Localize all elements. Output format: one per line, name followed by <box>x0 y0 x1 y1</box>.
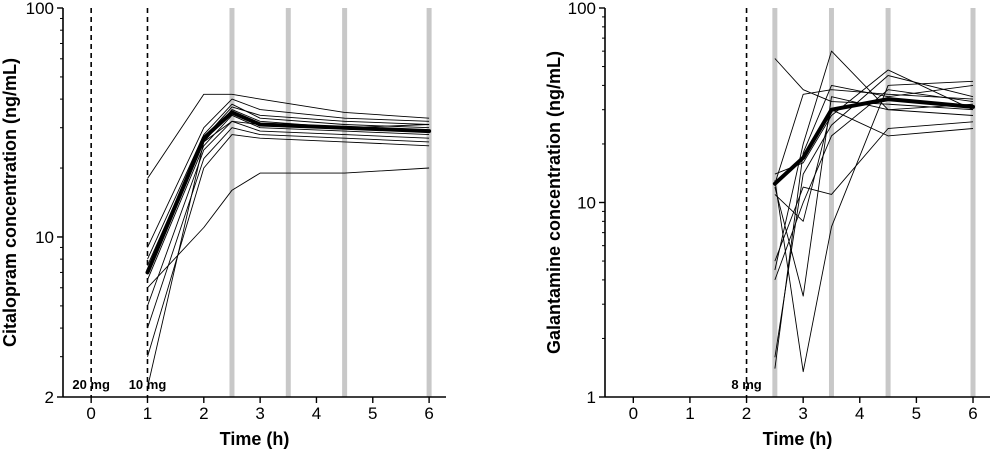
y-axis-title: Galantamine concentration (ng/mL) <box>544 51 564 354</box>
individual-series-line <box>774 75 974 358</box>
individual-series-line <box>774 84 974 369</box>
x-axis-title: Time (h) <box>220 429 290 449</box>
individual-series-line <box>774 50 974 271</box>
x-tick-label: 0 <box>629 404 638 423</box>
individual-series-line <box>774 89 974 281</box>
x-axis-title: Time (h) <box>763 429 833 449</box>
mean-series-line <box>145 110 432 275</box>
mean-series-line <box>772 97 975 186</box>
individual-series-line <box>147 114 430 280</box>
y-tick-label: 10 <box>577 194 596 213</box>
dose-label: 8 mg <box>731 377 761 392</box>
individual-series-line <box>774 121 974 262</box>
x-tick-label: 2 <box>742 404 751 423</box>
y-tick-label: 100 <box>26 0 54 18</box>
x-tick-label: 6 <box>424 404 433 423</box>
individual-series-line <box>147 98 430 248</box>
y-tick-label: 10 <box>35 228 54 247</box>
dose-label: 20 mg <box>72 377 110 392</box>
x-tick-label: 0 <box>86 404 95 423</box>
individual-series-line <box>147 134 430 357</box>
y-tick-label: 100 <box>568 0 596 18</box>
x-tick-label: 5 <box>912 404 921 423</box>
individual-series-line <box>147 167 430 289</box>
individual-series-line <box>774 96 974 297</box>
x-tick-label: 4 <box>312 404 321 423</box>
y-axis-title: Citalopram concentration (ng/mL) <box>0 58 20 347</box>
x-tick-label: 4 <box>855 404 864 423</box>
x-tick-label: 1 <box>143 404 152 423</box>
individual-series-line <box>147 120 430 307</box>
individual-series-line <box>774 58 974 111</box>
individual-series-line <box>774 80 974 373</box>
galantamine-panel: 8 mg 0 1 2 3 4 5 6 1 10 100 Time (h) Galantamine con… <box>544 0 990 449</box>
y-tick-label: 1 <box>587 388 596 407</box>
x-tick-label: 1 <box>685 404 694 423</box>
individual-series-line <box>774 109 974 222</box>
x-tick-label: 3 <box>255 404 264 423</box>
x-tick-label: 2 <box>199 404 208 423</box>
y-tick-label: 2 <box>45 388 54 407</box>
dose-label: 10 mg <box>129 377 167 392</box>
individual-series-line <box>147 93 430 179</box>
x-tick-label: 3 <box>798 404 807 423</box>
citalopram-panel: 20 mg 10 mg 0 1 2 3 4 5 6 2 10 100 Time (h) Citalopra… <box>0 0 446 449</box>
individual-series-line <box>147 127 430 329</box>
x-tick-label: 6 <box>968 404 977 423</box>
individual-series-line <box>774 89 974 184</box>
x-tick-label: 5 <box>368 404 377 423</box>
